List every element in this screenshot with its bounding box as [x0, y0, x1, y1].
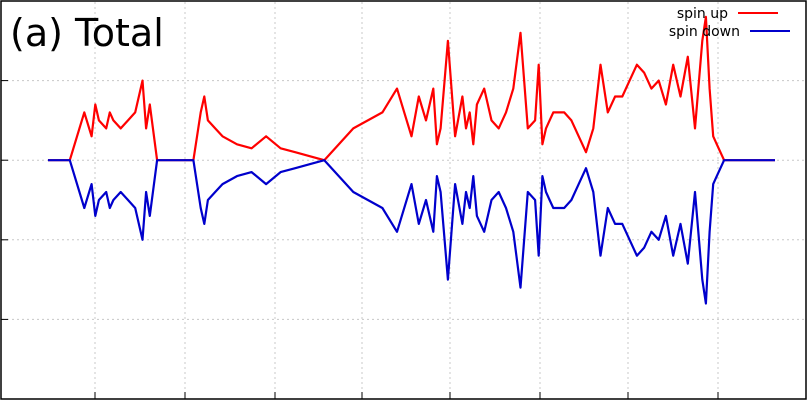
chart-title: (a) Total: [10, 11, 164, 55]
legend-label-spin-down: spin down: [669, 24, 740, 40]
series-line-spin-down: [48, 159, 775, 305]
legend-label-spin-up: spin up: [677, 6, 728, 22]
legend: spin up spin down: [669, 6, 790, 40]
series-layer: [48, 15, 775, 305]
tick-layer: [1, 0, 719, 400]
